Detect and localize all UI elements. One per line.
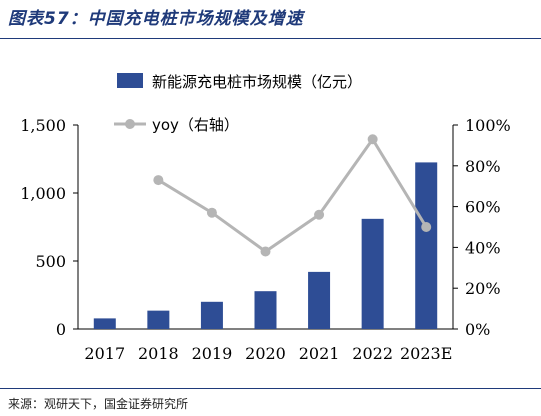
right-tick-label: 100% (465, 116, 511, 135)
bar (361, 218, 384, 329)
bar (147, 310, 170, 329)
source-rule (0, 388, 541, 389)
x-tick-label: 2017 (84, 344, 125, 363)
legend-line-label: yoy（右轴） (152, 116, 239, 134)
right-tick-label: 80% (465, 157, 501, 176)
legend-bar-swatch (117, 73, 143, 88)
yoy-line (157, 136, 428, 254)
x-tick-label: 2022 (352, 344, 393, 363)
bar (93, 318, 116, 329)
bar (254, 291, 277, 329)
figure-title: 图表57：中国充电桩市场规模及增速 (8, 9, 304, 29)
source-note: 来源：观研天下，国金证券研究所 (8, 397, 189, 411)
x-tick-label: 2023E (400, 344, 452, 363)
legend-line-marker (125, 119, 135, 129)
yoy-point (153, 175, 164, 186)
right-tick-label: 20% (465, 279, 501, 298)
yoy-point (206, 207, 217, 218)
x-tick-label: 2020 (245, 344, 286, 363)
legend-bar-label: 新能源充电桩市场规模（亿元） (152, 73, 362, 91)
x-tick-label: 2021 (299, 344, 340, 363)
right-tick-label: 60% (465, 198, 501, 217)
bar (200, 301, 223, 329)
left-tick-label: 500 (35, 252, 66, 271)
bar (308, 271, 331, 329)
right-tick-label: 40% (465, 238, 501, 257)
x-tick-label: 2018 (138, 344, 179, 363)
title-rule (0, 38, 541, 39)
left-tick-label: 1,500 (20, 116, 66, 135)
right-tick-label: 0% (465, 320, 490, 339)
left-tick-label: 1,000 (20, 184, 66, 203)
bar (415, 162, 438, 329)
x-tick-label: 2019 (192, 344, 233, 363)
yoy-point (421, 222, 432, 232)
left-tick-label: 0 (56, 320, 66, 339)
yoy-point (260, 246, 271, 257)
yoy-point (314, 209, 325, 220)
yoy-point (367, 134, 378, 145)
